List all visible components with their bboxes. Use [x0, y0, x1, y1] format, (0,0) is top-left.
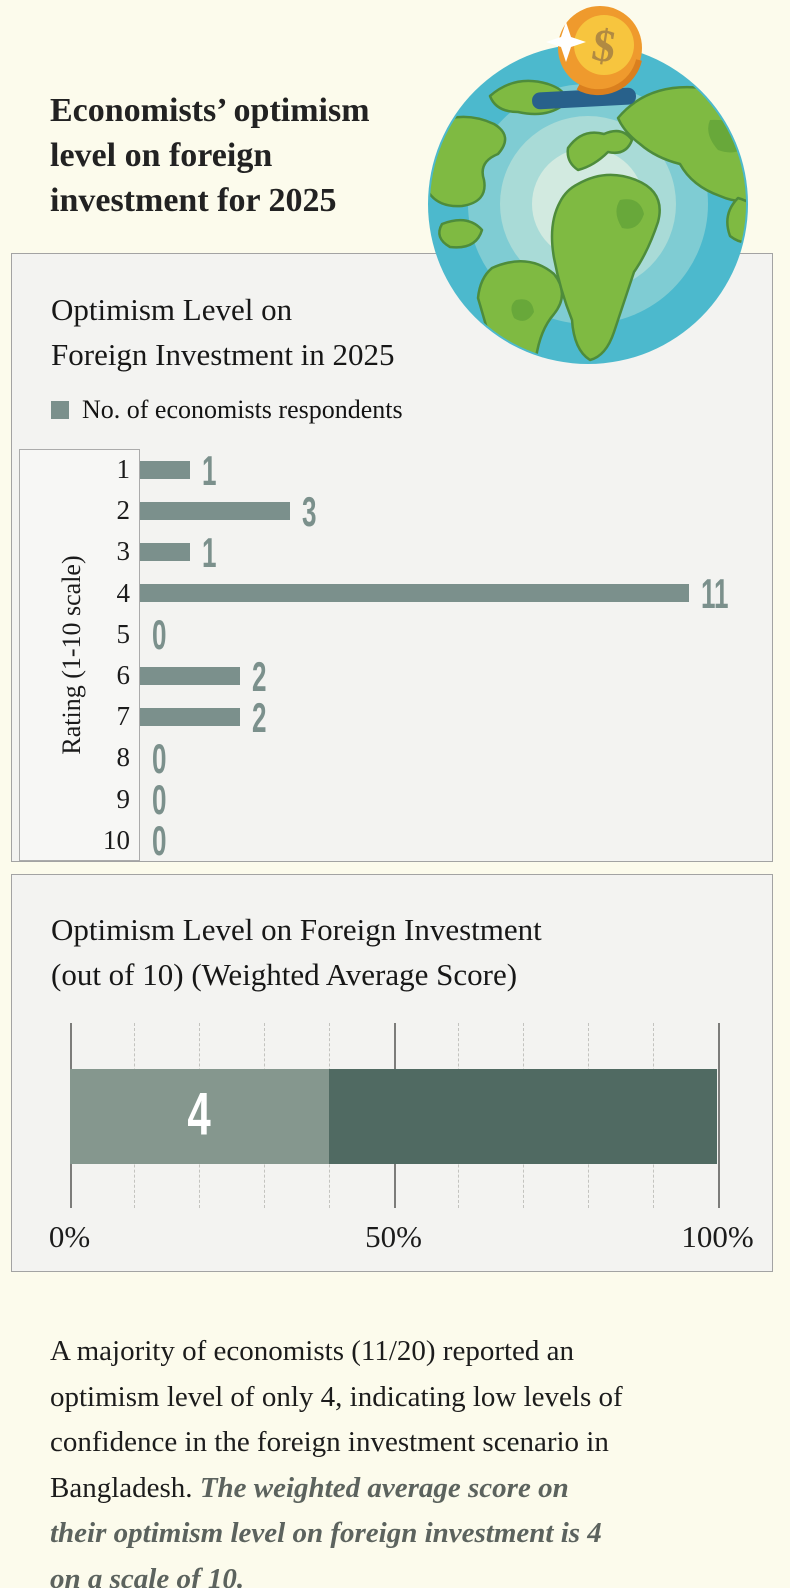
globe-icon [428, 44, 748, 364]
x-tick-label: 0% [48, 1219, 91, 1254]
value-label: 0 [152, 611, 167, 659]
category-label: 7 [116, 701, 131, 732]
chart1-title: Optimism Level on Foreign Investment in … [51, 292, 395, 372]
value-label: 3 [301, 487, 317, 535]
legend-swatch-icon [51, 401, 69, 419]
category-label: 5 [116, 618, 131, 649]
category-label: 4 [116, 577, 131, 608]
value-label: 1 [201, 528, 217, 576]
chart2-title: Optimism Level on Foreign Investment (ou… [51, 912, 542, 992]
score-chart-panel: Optimism Level on Foreign Investment (ou… [11, 874, 773, 1272]
summary-text-plain: A majority of economists (11/20) reporte… [50, 1335, 623, 1504]
respondents-chart-panel: Optimism Level on Foreign Investment in … [11, 253, 773, 862]
bar [140, 501, 290, 520]
y-axis-label-box [19, 449, 140, 861]
value-label: 2 [251, 693, 267, 741]
page-title: Economists’ optimism level on foreign in… [50, 92, 370, 219]
value-label: 0 [152, 734, 167, 782]
bar [140, 460, 190, 479]
sparkle-icon [546, 22, 586, 62]
category-label: 10 [103, 824, 130, 855]
x-tick-label: 100% [681, 1219, 754, 1254]
chart1-legend: No. of economists respondents [51, 395, 403, 425]
value-label: 1 [201, 446, 217, 494]
bar [140, 542, 190, 561]
value-label: 2 [251, 652, 267, 700]
value-label: 11 [700, 570, 729, 618]
globe-piggy-bank-icon: $ [428, 6, 748, 364]
score-value-label: 4 [187, 1080, 211, 1148]
value-label: 0 [152, 776, 167, 824]
value-label: 0 [152, 817, 167, 865]
bar [140, 584, 689, 603]
score-bar-segment: 4 [69, 1069, 329, 1164]
bar [140, 666, 240, 685]
score-bar-segment [328, 1069, 718, 1164]
respondents-chart-rows: 1 1 2 3 3 1 4 11 5 0 6 2 7 2 8 0 9 0 10 0 [12, 449, 772, 862]
globe-illustration: $ [420, 0, 790, 420]
category-label: 9 [116, 783, 131, 814]
category-label: 3 [116, 536, 131, 567]
category-label: 1 [116, 454, 131, 484]
summary-text-emphasis: The weighted average score on their opti… [50, 1471, 602, 1588]
summary-text: A majority of economists (11/20) reporte… [50, 1329, 750, 1588]
dollar-coin-icon: $ [558, 6, 642, 96]
category-label: 2 [116, 495, 131, 526]
axis-gridline-solid [717, 1023, 720, 1208]
category-label: 6 [116, 660, 131, 690]
category-label: 8 [116, 742, 131, 773]
bar [140, 707, 240, 726]
legend-label: No. of economists respondents [82, 395, 403, 424]
chart-row: 4 11 [12, 570, 772, 618]
chart-row: 10 0 [12, 817, 772, 865]
x-tick-label: 50% [365, 1219, 422, 1254]
